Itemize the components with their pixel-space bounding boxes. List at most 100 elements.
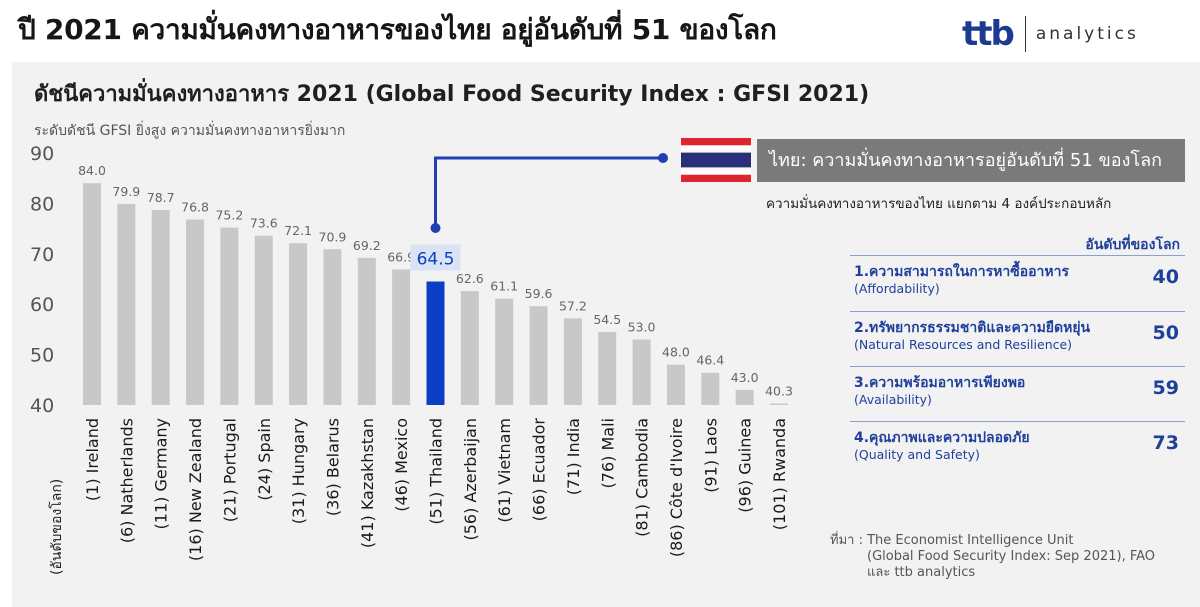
bar [426, 281, 445, 405]
category-label: (96) Guinea [736, 418, 755, 513]
component-availability: 3.ความพร้อมอาหารเพียงพอ (Availability) 5… [850, 366, 1185, 412]
bar [83, 183, 101, 405]
bar [323, 249, 342, 405]
component-rank: 59 [1152, 377, 1179, 399]
bar [289, 243, 308, 405]
bar [735, 389, 754, 405]
category-label: (1) Ireland [83, 418, 102, 501]
y-tick-label: 40 [30, 395, 54, 417]
value-label: 59.6 [525, 286, 553, 301]
category-label: (61) Vietnam [495, 418, 514, 523]
bar [495, 298, 514, 405]
bar [392, 269, 411, 405]
category-label: (91) Laos [701, 418, 720, 493]
value-label: 61.1 [490, 279, 518, 294]
category-label: (6) Natherlands [117, 418, 136, 543]
component-label-th: 4.คุณภาพและความปลอดภัย [854, 430, 1030, 446]
component-natural-resources: 2.ทรัพยากรธรรมชาติและความยืดหยุ่น (Natur… [850, 311, 1185, 357]
value-label: 75.2 [215, 208, 243, 223]
bar [357, 257, 376, 405]
bar [666, 364, 685, 405]
value-label: 54.5 [593, 312, 621, 327]
value-label: 69.2 [353, 238, 381, 253]
bar [563, 318, 582, 405]
highlight-label-box [410, 244, 461, 271]
component-label-th: 1.ความสามารถในการหาซื้ออาหาร [854, 264, 1070, 280]
category-label: (51) Thailand [427, 418, 446, 525]
source-line-3: และ ttb analytics [867, 565, 976, 580]
category-label: (21) Portugal [220, 418, 239, 522]
bar [770, 403, 788, 405]
bar [220, 227, 239, 405]
value-label: 43.0 [731, 370, 759, 385]
x-axis-label: (อันดับของโลก) [48, 479, 65, 575]
bars-group [83, 183, 788, 405]
bar [117, 203, 136, 405]
ttb-analytics-logo: ttb analytics [962, 12, 1139, 56]
source-line-1: ที่มา : The Economist Intelligence Unit [830, 533, 1074, 548]
value-label: 46.4 [696, 353, 724, 368]
component-quality-safety: 4.คุณภาพและความปลอดภัย (Quality and Safe… [850, 421, 1185, 467]
source-note: ที่มา : The Economist Intelligence Unit … [830, 533, 1155, 581]
category-label: (71) India [564, 418, 583, 495]
rank-column-header: อันดับที่ของโลก [1085, 237, 1180, 253]
bar [529, 306, 548, 405]
y-tick-label: 70 [30, 244, 54, 266]
value-label: 62.6 [456, 271, 484, 286]
chart-subtitle: ระดับดัชนี GFSI ยิ่งสูง ความมั่นคงทางอาห… [34, 123, 346, 139]
page-title: ปี 2021 ความมั่นคงทางอาหารของไทย อยู่อัน… [18, 13, 777, 46]
logo-mark: ttb [962, 14, 1015, 54]
category-label: (81) Cambodia [633, 418, 652, 537]
value-label: 84.0 [78, 163, 106, 178]
y-tick-label: 50 [30, 345, 54, 367]
category-label: (101) Rwanda [770, 418, 789, 530]
category-label: (56) Azerbaijan [461, 418, 480, 541]
bar [254, 235, 273, 405]
component-rank: 50 [1152, 322, 1179, 344]
component-label-en: (Natural Resources and Resilience) [854, 337, 1073, 352]
bar [186, 219, 205, 405]
component-label-en: (Availability) [854, 392, 932, 407]
value-label: 66.9 [387, 249, 415, 264]
component-rank: 73 [1152, 432, 1179, 454]
category-label: (86) Côte d'Ivoire [667, 418, 686, 557]
bar [632, 339, 651, 405]
thailand-rank-callout: ไทย: ความมั่นคงทางอาหารอยู่อันดับที่ 51 … [757, 139, 1185, 182]
category-label: (24) Spain [255, 418, 274, 501]
category-label: (46) Mexico [392, 418, 411, 512]
category-label: (31) Hungary [289, 418, 308, 524]
bar [460, 291, 479, 405]
y-tick-label: 90 [30, 143, 54, 165]
value-label: 48.0 [662, 345, 690, 360]
bar [701, 372, 720, 405]
thailand-connector [430, 153, 668, 233]
bar [598, 331, 617, 405]
chart-title: ดัชนีความมั่นคงทางอาหาร 2021 (Global Foo… [34, 82, 870, 107]
y-tick-label: 60 [30, 294, 54, 316]
breakdown-title: ความมั่นคงทางอาหารของไทย แยกตาม 4 องค์ปร… [766, 196, 1112, 212]
component-affordability: 1.ความสามารถในการหาซื้ออาหาร (Affordabil… [850, 255, 1185, 301]
y-tick-label: 80 [30, 193, 54, 215]
value-label: 64.5 [417, 250, 455, 270]
component-label-en: (Affordability) [854, 281, 940, 296]
value-label: 73.6 [250, 216, 278, 231]
category-label: (76) Mali [598, 418, 617, 488]
category-label: (11) Germany [152, 418, 171, 529]
component-label-th: 3.ความพร้อมอาหารเพียงพอ [854, 375, 1026, 391]
value-label: 57.2 [559, 298, 587, 313]
value-label: 53.0 [628, 319, 656, 334]
connector-line [434, 156, 663, 228]
connector-dot [658, 153, 668, 163]
value-label: 70.9 [319, 229, 347, 244]
value-labels-group: 84.0 79.9 78.7 76.8 75.2 73.6 72.1 70.9 69.2 66.9… [78, 163, 793, 398]
category-label: (41) Kazakhstan [358, 418, 377, 548]
component-label-en: (Quality and Safety) [854, 447, 980, 462]
value-label: 78.7 [147, 190, 175, 205]
category-label: (66) Ecuador [530, 418, 549, 522]
category-label: (36) Belarus [323, 418, 342, 516]
value-label: 40.3 [765, 383, 793, 398]
bar [151, 209, 170, 405]
logo-divider [1024, 16, 1026, 52]
component-rank: 40 [1152, 266, 1179, 288]
